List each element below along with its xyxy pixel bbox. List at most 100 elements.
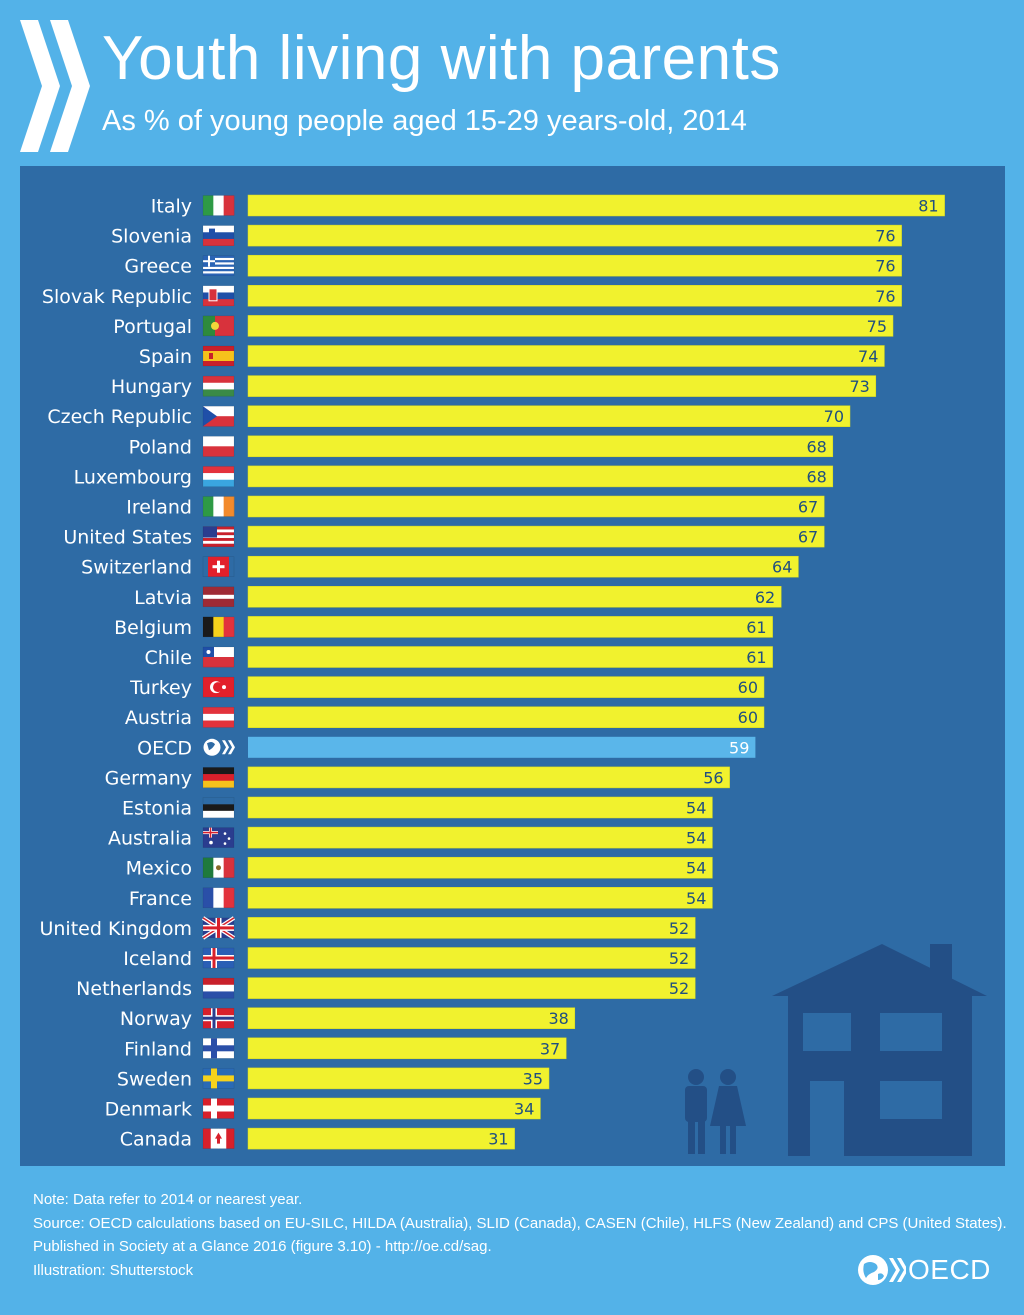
bar-latvia <box>247 586 782 608</box>
value-label-estonia: 54 <box>686 799 706 818</box>
category-label-germany: Germany <box>105 767 192 789</box>
bar-belgium <box>247 616 773 638</box>
greece-flag-icon <box>202 255 235 276</box>
value-label-netherlands: 52 <box>669 979 689 998</box>
category-label-spain: Spain <box>139 346 192 368</box>
bar-chile <box>247 646 773 668</box>
denmark-flag-icon <box>202 1098 235 1119</box>
hungary-flag-icon <box>202 375 235 397</box>
france-flag-icon <box>202 887 235 909</box>
bar-canada <box>247 1127 515 1150</box>
ireland-flag-icon <box>202 496 235 517</box>
poland-flag-icon <box>202 436 235 457</box>
latvia-flag-icon <box>202 586 235 608</box>
slovakia-flag-icon <box>202 285 235 307</box>
value-label-canada: 31 <box>488 1130 508 1149</box>
estonia-flag-icon <box>202 797 235 818</box>
slovenia-flag-icon <box>202 225 235 246</box>
value-label-australia: 54 <box>686 829 706 848</box>
value-label-hungary: 73 <box>849 377 869 396</box>
value-label-poland: 68 <box>806 437 826 456</box>
bar-oecd <box>248 736 756 758</box>
value-label-belgium: 61 <box>746 618 766 637</box>
value-label-sweden: 35 <box>523 1069 543 1088</box>
value-label-united-kingdom: 52 <box>669 919 689 938</box>
bar-australia <box>247 826 713 849</box>
bar-turkey <box>247 676 765 698</box>
bar-finland <box>247 1037 567 1060</box>
bar-czech-republic <box>247 405 851 427</box>
bar-spain <box>247 345 885 367</box>
category-label-poland: Poland <box>129 436 192 458</box>
spain-flag-icon <box>202 345 235 367</box>
category-label-canada: Canada <box>120 1129 192 1151</box>
luxembourg-flag-icon <box>202 466 235 487</box>
finland-flag-icon <box>202 1038 235 1059</box>
value-label-finland: 37 <box>540 1039 560 1058</box>
bar-sweden <box>247 1067 550 1090</box>
bar-mexico <box>247 856 713 879</box>
bar-switzerland <box>247 555 799 578</box>
switzerland-flag-icon <box>202 556 235 577</box>
footer-note: Note: Data refer to 2014 or nearest year… <box>33 1191 303 1208</box>
bar-iceland <box>247 947 696 969</box>
bar-italy <box>247 194 945 217</box>
chart-subtitle: As % of young people aged 15-29 years-ol… <box>102 105 747 137</box>
netherlands-flag-icon <box>202 977 235 999</box>
bar-greece <box>247 254 902 277</box>
chart-title: Youth living with parents <box>102 24 781 93</box>
value-label-turkey: 60 <box>738 678 758 697</box>
oecd-chevrons-icon <box>20 20 90 152</box>
oecd-brand-text: OECD <box>908 1254 991 1285</box>
value-label-greece: 76 <box>875 257 895 276</box>
category-label-denmark: Denmark <box>105 1099 192 1121</box>
bar-estonia <box>247 796 713 819</box>
norway-flag-icon <box>202 1007 235 1029</box>
category-label-ireland: Ireland <box>126 497 192 519</box>
bar-portugal <box>247 315 894 337</box>
category-label-turkey: Turkey <box>129 677 192 699</box>
oecd-globe-icon <box>858 1255 906 1285</box>
category-label-slovak-republic: Slovak Republic <box>42 286 192 308</box>
value-label-france: 54 <box>686 889 706 908</box>
category-label-slovenia: Slovenia <box>111 226 192 248</box>
value-label-mexico: 54 <box>686 859 706 878</box>
bar-poland <box>247 435 834 458</box>
germany-flag-icon <box>202 767 235 788</box>
bar-slovenia <box>247 224 902 247</box>
bar-united-kingdom <box>247 917 696 939</box>
value-label-oecd: 59 <box>729 738 749 757</box>
category-label-norway: Norway <box>120 1008 192 1030</box>
bar-chart: Italy 81 Slovenia 76 Greece 76 Slovak Republic… <box>39 194 987 1156</box>
belgium-flag-icon <box>202 616 235 638</box>
bar-austria <box>247 706 765 728</box>
category-label-finland: Finland <box>124 1038 192 1060</box>
category-label-oecd: OECD <box>137 737 192 759</box>
house-icon <box>772 944 987 1156</box>
category-label-switzerland: Switzerland <box>81 557 192 579</box>
chart-panel: Italy 81 Slovenia 76 Greece 76 Slovak Republic… <box>20 166 1005 1166</box>
value-label-slovenia: 76 <box>875 227 895 246</box>
value-label-iceland: 52 <box>669 949 689 968</box>
footer-source: Source: OECD calculations based on EU-SI… <box>33 1214 1007 1232</box>
value-label-luxembourg: 68 <box>806 467 826 486</box>
portugal-flag-icon <box>202 315 235 337</box>
value-label-ireland: 67 <box>798 498 818 517</box>
footer-illustration: Illustration: Shutterstock <box>33 1261 194 1279</box>
category-label-italy: Italy <box>151 196 192 218</box>
italy-flag-icon <box>202 195 235 216</box>
value-label-slovak-republic: 76 <box>875 287 895 306</box>
value-label-czech-republic: 70 <box>824 407 844 426</box>
turkey-flag-icon <box>202 676 235 698</box>
canada-flag-icon <box>202 1128 235 1149</box>
value-label-latvia: 62 <box>755 588 775 607</box>
value-label-norway: 38 <box>548 1009 568 1028</box>
category-label-france: France <box>129 888 192 910</box>
iceland-flag-icon <box>202 947 235 969</box>
category-label-sweden: Sweden <box>117 1068 192 1090</box>
czech-flag-icon <box>202 405 235 427</box>
value-label-united-states: 67 <box>798 528 818 547</box>
category-label-australia: Australia <box>108 828 192 850</box>
bar-slovak-republic <box>247 285 902 307</box>
usa-flag-icon <box>202 526 235 547</box>
